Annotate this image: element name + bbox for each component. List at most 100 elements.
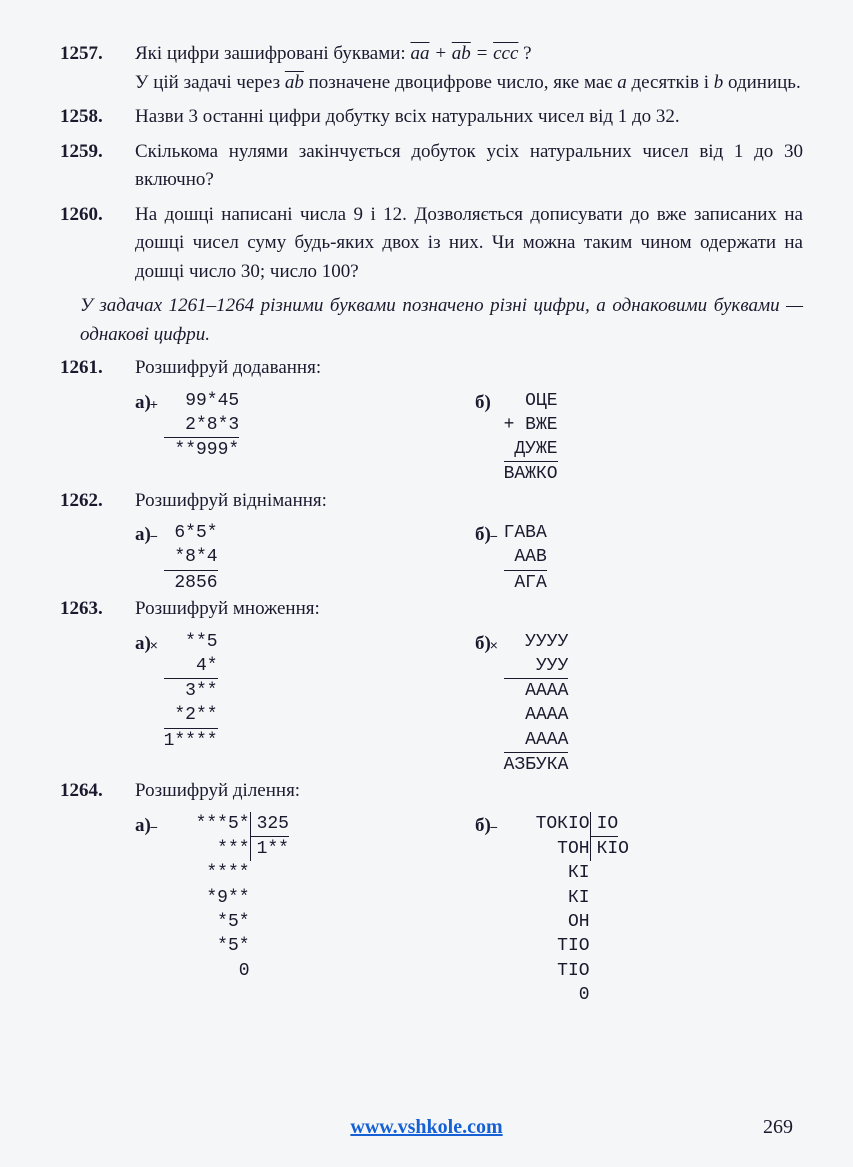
calc-line: ТОН [504,837,590,861]
problem-1264: 1264. Розшифруй ділення: [60,777,803,806]
calc-line: 99*45 [164,389,240,413]
dividend: ***5* [164,812,250,837]
divisor: ІО [590,812,619,837]
problem-1260: 1260. На дошці написані числа 9 і 12. До… [60,201,803,287]
quotient: КІО [590,837,629,861]
part-label-b: б) [475,389,491,418]
part-b: б) ТОКІО ІО ТОН КІО КІ КІ ОН ТІО ТІО 0 [475,812,803,1007]
problem-1258: 1258. Назви 3 останні цифри добутку всіх… [60,103,803,132]
calc-line: УУУ [504,654,569,679]
calc-line: АААА [504,679,569,703]
part-label-b: б) [475,521,491,550]
text-segment: Які цифри зашифровані буквами: [135,43,410,64]
math-overline: ccc [493,43,518,64]
calc-line: ОЦЕ [504,389,558,413]
problem-number: 1260. [60,201,135,287]
calc-line: 1**** [164,729,218,753]
part-label-a: а) [135,389,151,418]
part-b: б) ГАВА ААВ АГА [475,521,803,595]
math-op: + [429,43,451,64]
part-label-a: а) [135,630,151,659]
calc-line: 3** [164,679,218,703]
calc-line: **999* [164,438,240,462]
italic-note: У задачах 1261–1264 різними буквами позн… [80,292,803,349]
subparts-1264: а) ***5* 325 *** 1** **** *9** *5* *5* 0… [135,812,803,1007]
math-var: b [714,72,724,93]
problem-title: Розшифруй ділення: [135,777,803,806]
calc-line: АААА [504,728,569,753]
subparts-1261: а) 99*45 2*8*3 **999* б) ОЦЕ + ВЖЕ ДУЖЕ … [135,389,803,487]
part-a: а) 99*45 2*8*3 **999* [135,389,475,487]
calc-line: 6*5* [164,521,218,545]
part-label-a: а) [135,521,151,550]
calc-line: ВАЖКО [504,462,558,486]
problem-number: 1261. [60,354,135,383]
calc-line: 2856 [164,571,218,595]
problem-number: 1263. [60,595,135,624]
text-segment: позначене двоцифрове число, яке має [304,72,617,93]
problem-text: Назви 3 останні цифри добутку всіх натур… [135,103,803,132]
part-label-b: б) [475,812,491,841]
text-segment: десятків і [627,72,714,93]
calc-line: АГА [504,571,547,595]
problem-text: На дошці написані числа 9 і 12. Дозволяє… [135,201,803,287]
subparts-1263: а) **5 4* 3** *2** 1**** б) УУУУ УУУ ААА… [135,630,803,778]
part-a: а) ***5* 325 *** 1** **** *9** *5* *5* 0 [135,812,475,1007]
calc-line: УУУУ [504,630,569,654]
problem-title: Розшифруй віднімання: [135,487,803,516]
divisor: 325 [250,812,289,837]
division-calc: ***5* 325 *** 1** **** *9** *5* *5* 0 [164,812,289,983]
part-a: а) 6*5* *8*4 2856 [135,521,475,595]
problem-1259: 1259. Скількома нулями закінчується добу… [60,138,803,195]
problem-number: 1258. [60,103,135,132]
calc-line: ААВ [504,545,547,570]
math-op: = [471,43,493,64]
addition-calc: ОЦЕ + ВЖЕ ДУЖЕ ВАЖКО [504,389,558,487]
text-segment: У цій задачі через [135,72,285,93]
calc-line: + ВЖЕ [504,413,558,437]
calc-line: 0 [504,983,590,1007]
problem-number: 1264. [60,777,135,806]
multiplication-calc: **5 4* 3** *2** 1**** [164,630,218,753]
problem-title: Розшифруй множення: [135,595,803,624]
multiplication-calc: УУУУ УУУ АААА АААА АААА АЗБУКА [504,630,569,778]
calc-line: ГАВА [504,521,547,545]
problem-1261: 1261. Розшифруй додавання: [60,354,803,383]
math-overline: ab [285,72,304,93]
part-b: б) УУУУ УУУ АААА АААА АААА АЗБУКА [475,630,803,778]
calc-line: КІ [504,861,590,885]
problem-number: 1257. [60,40,135,97]
calc-line: *5* [164,910,250,934]
subtraction-calc: ГАВА ААВ АГА [504,521,547,595]
part-a: а) **5 4* 3** *2** 1**** [135,630,475,778]
problem-1263: 1263. Розшифруй множення: [60,595,803,624]
problem-number: 1259. [60,138,135,195]
math-var: a [617,72,627,93]
problem-1257: 1257. Які цифри зашифровані буквами: aa … [60,40,803,97]
text-segment: одиниць. [723,72,800,93]
calc-line: 2*8*3 [164,413,240,438]
problem-number: 1262. [60,487,135,516]
calc-line: ОН [504,910,590,934]
subparts-1262: а) 6*5* *8*4 2856 б) ГАВА ААВ АГА [135,521,803,595]
text-segment: ? [518,43,531,64]
calc-line: КІ [504,886,590,910]
part-b: б) ОЦЕ + ВЖЕ ДУЖЕ ВАЖКО [475,389,803,487]
problem-text: Скількома нулями закінчується добуток ус… [135,138,803,195]
calc-line: 0 [164,959,250,983]
calc-line: *8*4 [164,545,218,570]
quotient: 1** [250,837,289,861]
problem-title: Розшифруй додавання: [135,354,803,383]
calc-line: 4* [164,654,218,679]
calc-line: **** [164,861,250,885]
part-label-b: б) [475,630,491,659]
math-overline: aa [410,43,429,64]
calc-line: ТІО [504,959,590,983]
footer-url[interactable]: www.vshkole.com [350,1112,502,1142]
addition-calc: 99*45 2*8*3 **999* [164,389,240,463]
calc-line: АЗБУКА [504,753,569,777]
calc-line: *2** [164,703,218,728]
dividend: ТОКІО [504,812,590,837]
page-number: 269 [763,1112,793,1142]
math-overline: ab [452,43,471,64]
